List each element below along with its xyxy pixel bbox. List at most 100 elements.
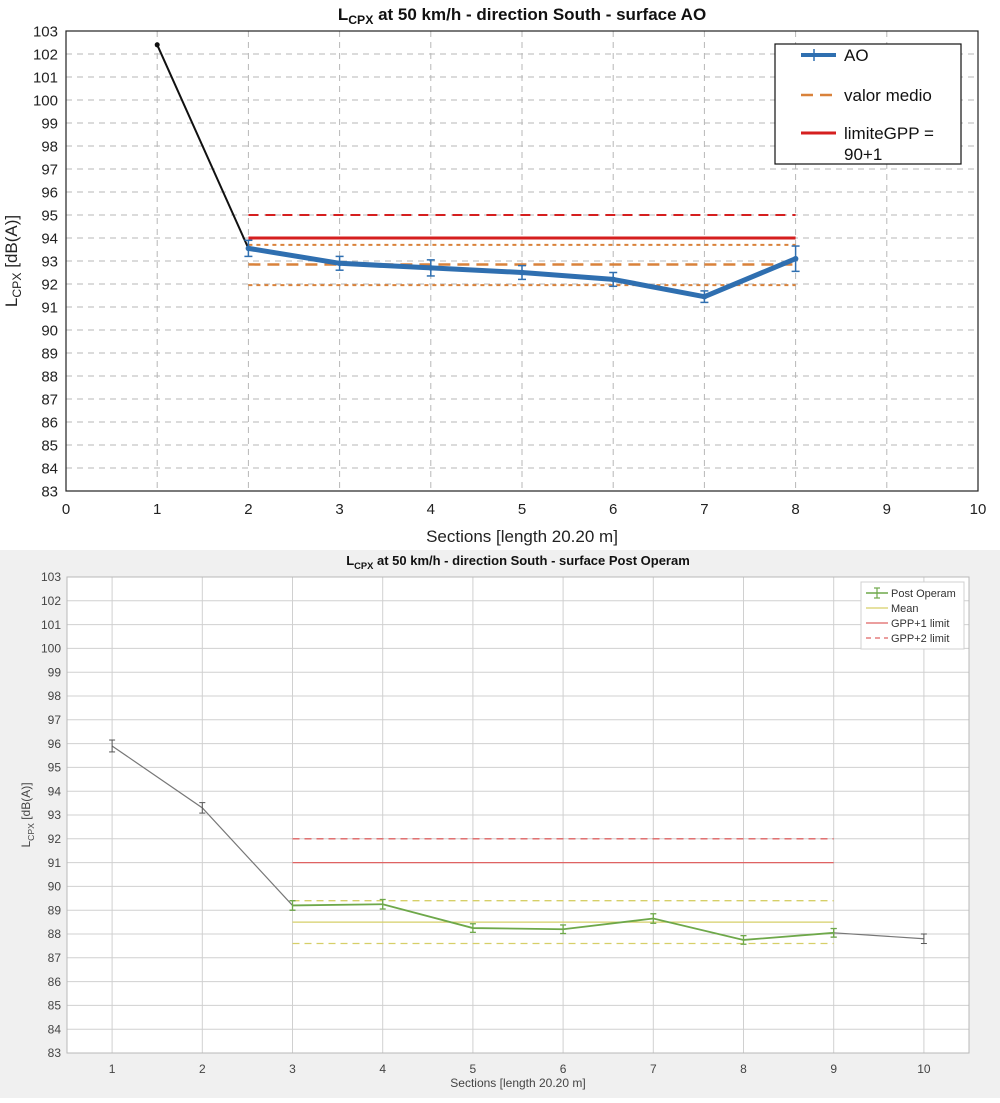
x-axis-ticks: 0 1 2 3 4 5 6 7 8 9 10 bbox=[62, 501, 987, 518]
y-tick-label: 98 bbox=[41, 138, 58, 155]
ao-chart-panel: 83 84 85 86 87 88 89 90 91 92 93 94 95 96 97 98 99 100 101… bbox=[0, 0, 1000, 550]
post-operam-chart: 8384858687888990919293949596979899100101… bbox=[19, 553, 970, 1090]
ao-legend-box bbox=[774, 43, 962, 165]
ao-series-group bbox=[154, 42, 800, 304]
x-axis-label: Sections [length 20.20 m] bbox=[450, 1076, 585, 1090]
mean-legend-label: Mean bbox=[891, 603, 919, 615]
plot-frame bbox=[66, 576, 970, 1054]
y-tick-label: 91 bbox=[48, 856, 62, 870]
ao-chart: 8384858687888990919293949596979899100101… bbox=[2, 5, 987, 546]
y-axis-label: LCPX [dB(A)] bbox=[19, 782, 36, 847]
y-tick-label: 85 bbox=[41, 437, 58, 454]
post-operam-tail-line bbox=[833, 932, 924, 940]
y-tick-label: 90 bbox=[41, 322, 58, 339]
y-tick-label: 83 bbox=[41, 483, 58, 500]
x-tick-label: 1 bbox=[109, 1062, 116, 1076]
y-tick-label: 87 bbox=[48, 951, 62, 965]
y-tick-label: 93 bbox=[41, 253, 58, 270]
y-tick-label: 97 bbox=[41, 161, 58, 178]
ao-point bbox=[519, 269, 525, 276]
ao-point bbox=[245, 245, 252, 252]
ao-legend-label: AO bbox=[844, 46, 869, 65]
y-tick-label: 85 bbox=[48, 999, 62, 1013]
x-tick-label: 7 bbox=[700, 501, 708, 518]
ao-lead-in-line bbox=[156, 44, 250, 249]
y-tick-label: 94 bbox=[48, 784, 62, 798]
ao-mean-legend-label: valor medio bbox=[844, 86, 932, 105]
post-operam-legend: Post Operam Mean GPP+1 limit GPP+2 limit bbox=[860, 581, 965, 650]
y-tick-label: 101 bbox=[33, 69, 58, 86]
y-tick-label: 99 bbox=[41, 115, 58, 132]
x-tick-label: 3 bbox=[335, 501, 343, 518]
y-tick-label: 83 bbox=[48, 1046, 62, 1060]
y-tick-label: 102 bbox=[33, 46, 58, 63]
gpp-plus-one-limit-legend-label: GPP+1 limit bbox=[891, 618, 949, 630]
x-tick-label: 9 bbox=[830, 1062, 837, 1076]
x-tick-label: 4 bbox=[379, 1062, 386, 1076]
x-tick-label: 8 bbox=[740, 1062, 747, 1076]
y-tick-label: 88 bbox=[48, 927, 62, 941]
y-tick-label: 93 bbox=[48, 808, 62, 822]
plot-frame bbox=[65, 30, 979, 492]
y-tick-label: 99 bbox=[48, 665, 62, 679]
x-tick-label: 2 bbox=[244, 501, 252, 518]
y-tick-label: 95 bbox=[48, 761, 62, 775]
ao-limit-legend-label-second-line: 90+1 bbox=[844, 145, 882, 164]
x-axis-ticks: 1 2 3 4 5 6 7 8 9 10 bbox=[109, 1062, 931, 1076]
y-axis-label: LCPX [dB(A)] bbox=[2, 215, 24, 307]
post-operam-series-line bbox=[292, 903, 834, 941]
ao-point bbox=[428, 265, 434, 271]
y-tick-label: 84 bbox=[41, 460, 58, 477]
y-tick-label: 94 bbox=[41, 230, 58, 247]
post-operam-series-group bbox=[109, 739, 927, 945]
y-tick-label: 96 bbox=[41, 184, 58, 201]
grid bbox=[67, 576, 969, 1054]
ao-limit-legend-label: limiteGPP = bbox=[844, 124, 934, 143]
y-tick-label: 97 bbox=[48, 713, 62, 727]
x-tick-label: 4 bbox=[427, 501, 435, 518]
x-axis-label: Sections [length 20.20 m] bbox=[426, 527, 618, 546]
x-tick-label: 10 bbox=[917, 1062, 931, 1076]
y-tick-label: 86 bbox=[41, 414, 58, 431]
ao-legend: AO valor medio limiteGPP = 90+1 bbox=[774, 43, 962, 165]
y-tick-label: 103 bbox=[33, 23, 58, 40]
y-tick-label: 102 bbox=[41, 594, 61, 608]
x-tick-label: 2 bbox=[199, 1062, 206, 1076]
ao-point bbox=[336, 260, 343, 267]
y-tick-label: 100 bbox=[33, 92, 58, 109]
y-tick-label: 84 bbox=[48, 1022, 62, 1036]
y-tick-label: 103 bbox=[41, 570, 61, 584]
y-tick-label: 92 bbox=[48, 832, 62, 846]
y-tick-label: 86 bbox=[48, 975, 62, 989]
x-tick-label: 6 bbox=[560, 1062, 567, 1076]
ao-point bbox=[610, 276, 616, 283]
x-tick-label: 5 bbox=[518, 501, 526, 518]
x-tick-label: 10 bbox=[970, 501, 987, 518]
gpp-plus-two-limit-legend-label: GPP+2 limit bbox=[891, 633, 949, 645]
post-operam-legend-label: Post Operam bbox=[891, 588, 956, 600]
y-tick-label: 98 bbox=[48, 689, 62, 703]
y-tick-label: 89 bbox=[41, 345, 58, 362]
y-tick-label: 88 bbox=[41, 368, 58, 385]
y-tick-label: 91 bbox=[41, 299, 58, 316]
ao-point bbox=[792, 255, 799, 262]
y-tick-label: 90 bbox=[48, 880, 62, 894]
x-tick-label: 8 bbox=[791, 501, 799, 518]
ao-point bbox=[701, 293, 708, 300]
x-tick-label: 1 bbox=[153, 501, 161, 518]
chart-title: LCPX at 50 km/h - direction South - surf… bbox=[346, 553, 690, 571]
y-axis-ticks: 83 84 85 86 87 88 89 90 91 92 93 94 95 96 97 98 99 100 101… bbox=[33, 23, 58, 500]
x-tick-label: 9 bbox=[883, 501, 891, 518]
ao-lead-in-point bbox=[154, 42, 160, 48]
post-operam-chart-panel: 83 84 85 86 87 88 89 90 91 92 93 94 95 96 97 98 99 100 101… bbox=[0, 550, 1000, 1098]
y-tick-label: 100 bbox=[41, 642, 61, 656]
y-tick-label: 87 bbox=[41, 391, 58, 408]
chart-title: LCPX at 50 km/h - direction South - surf… bbox=[338, 5, 706, 27]
y-tick-label: 89 bbox=[48, 903, 62, 917]
y-tick-label: 92 bbox=[41, 276, 58, 293]
x-tick-label: 7 bbox=[650, 1062, 657, 1076]
y-tick-label: 101 bbox=[41, 618, 61, 632]
x-tick-label: 5 bbox=[470, 1062, 477, 1076]
x-tick-label: 6 bbox=[609, 501, 617, 518]
